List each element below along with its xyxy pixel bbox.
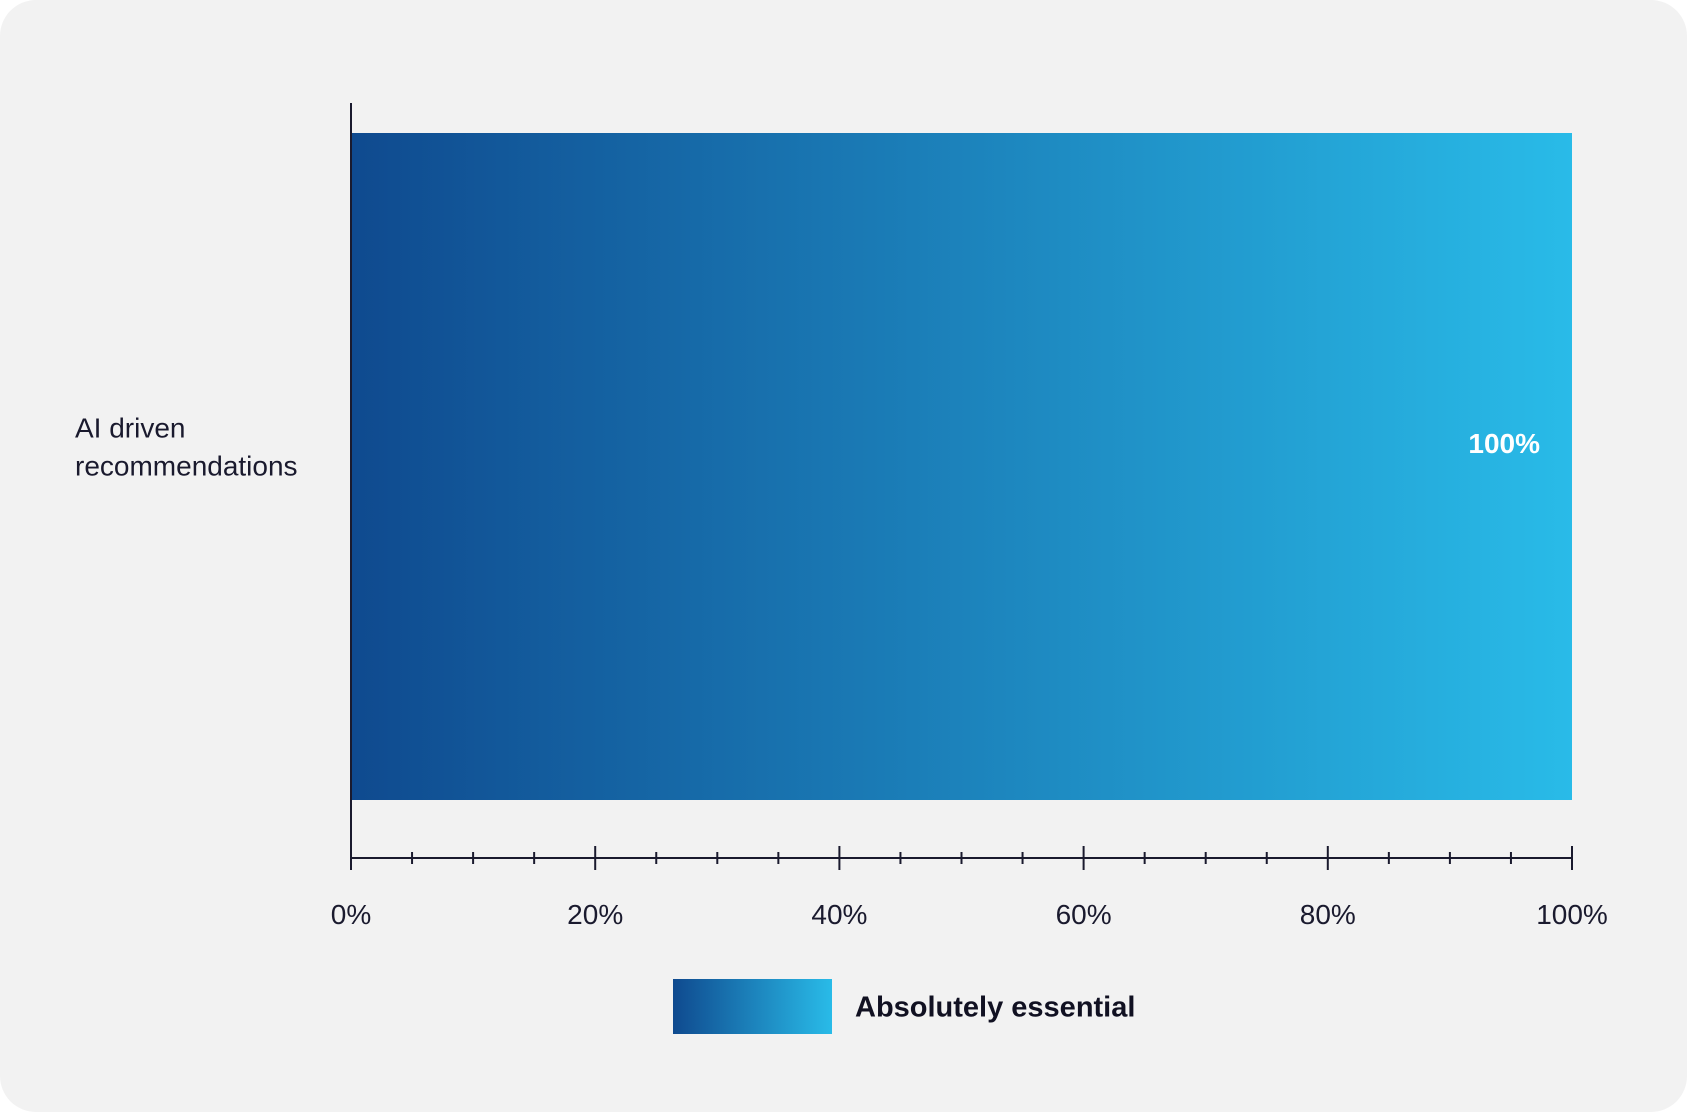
x-tick-label: 40% bbox=[811, 899, 867, 930]
legend: Absolutely essential bbox=[673, 979, 1135, 1034]
legend-swatch bbox=[673, 979, 832, 1034]
legend-label: Absolutely essential bbox=[855, 992, 1135, 1024]
data-label: 100% bbox=[1468, 428, 1540, 459]
category-label: AI driven bbox=[75, 412, 186, 443]
x-tick-label: 0% bbox=[331, 899, 371, 930]
axes-layer: 0% 20% 40% 60% 80% 100% bbox=[331, 103, 1608, 930]
labels-layer: 100% AI driven recommendations bbox=[75, 412, 1540, 481]
x-tick-label: 20% bbox=[567, 899, 623, 930]
x-tick-label: 100% bbox=[1536, 899, 1608, 930]
bars-layer bbox=[351, 133, 1572, 800]
x-tick-label: 80% bbox=[1300, 899, 1356, 930]
category-label: recommendations bbox=[75, 450, 298, 481]
bar bbox=[351, 133, 1572, 800]
x-tick-label: 60% bbox=[1056, 899, 1112, 930]
